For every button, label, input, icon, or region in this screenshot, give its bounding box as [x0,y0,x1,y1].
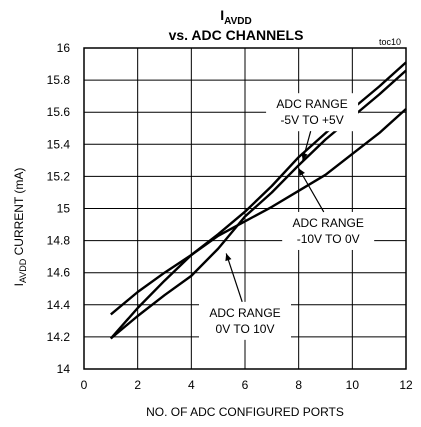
y-tick-label: 15 [57,202,71,216]
annotations: ADC RANGE -5V TO +5V ADC RANGE -10V TO 0V AD… [199,93,375,340]
x-tick-label: 6 [242,378,249,392]
y-tick-label: 15.8 [47,73,71,87]
annotation-background [199,301,291,340]
y-tick-label: 14.4 [47,298,71,312]
chart-title-line1: IAVDD [220,7,251,27]
y-tick-label: 14.6 [47,266,71,280]
annotation-label: -5V TO +5V [280,113,343,127]
annotation-label: ADC RANGE [209,306,280,320]
y-axis-label-subscript: AVDD [18,258,28,283]
y-axis-label: IAVDD CURRENT (mA) [12,168,28,287]
annotation-arrow-line [298,168,325,213]
tick-labels: 0 2 4 6 8 10 12 14 14.2 14.4 14.6 14.8 15 15.2 15.4 15.… [47,41,413,392]
y-axis-label-rest: CURRENT (mA) [12,168,26,259]
x-tick-label: 2 [134,378,141,392]
y-tick-label: 14 [57,362,71,376]
y-axis-label-main: I [12,283,26,286]
annotation-label: ADC RANGE [293,216,364,230]
y-tick-label: 14.8 [47,234,71,248]
x-tick-label: 0 [81,378,88,392]
x-axis-label: NO. OF ADC CONFIGURED PORTS [146,405,344,419]
plot-frame [83,47,407,370]
annotation-arrowhead [301,152,308,161]
x-tick-label: 8 [295,378,302,392]
chart-title-line2: vs. ADC CHANNELS [169,27,304,43]
figure-id: toc10 [379,37,401,47]
y-tick-label: 15.2 [47,169,71,183]
y-tick-label: 16 [57,41,71,55]
annotation-arrow-line [225,253,243,303]
x-tick-label: 12 [399,378,413,392]
annotation-label: ADC RANGE [276,97,347,111]
annotation-background [282,211,375,250]
y-tick-label: 15.4 [47,137,71,151]
chart-title-subscript: AVDD [224,16,252,27]
y-tick-label: 15.6 [47,105,71,119]
y-tick-label: 14.2 [47,330,71,344]
annotation-label: -10V TO 0V [297,232,360,246]
x-tick-label: 10 [346,378,360,392]
annotation-label: 0V TO 10V [216,322,275,336]
annotation-background [266,93,359,132]
annotation-arrowhead [298,168,305,177]
series-line-3 [110,108,407,316]
annotation-arrowhead [225,253,232,262]
chart-title-main: I [220,7,224,23]
x-tick-label: 4 [188,378,195,392]
